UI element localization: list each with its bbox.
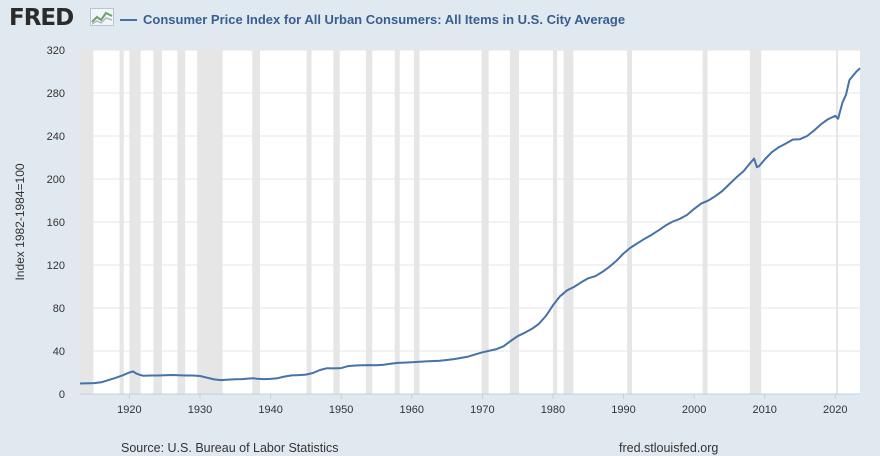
y-tick-label: 280 (47, 88, 65, 100)
legend-swatch (120, 19, 137, 21)
axes: 0 40 80 120 160 200 240 280 320 1920 1930 1940 1950 1… (47, 45, 860, 416)
gridlines (80, 49, 860, 352)
x-tick-label: 1930 (188, 404, 212, 416)
y-tick-label: 320 (47, 45, 65, 57)
x-tick-label: 1980 (541, 404, 565, 416)
x-tick-label: 1990 (611, 404, 635, 416)
y-tick-label: 120 (47, 260, 65, 272)
y-tick-label: 160 (47, 217, 65, 229)
x-tick-label: 2000 (682, 404, 706, 416)
x-tick-label: 1940 (258, 404, 282, 416)
sparkline-icon (90, 8, 114, 26)
source-label: Source: U.S. Bureau of Labor Statistics (121, 441, 339, 455)
x-tick-label: 1960 (400, 404, 424, 416)
x-tick-label: 2020 (823, 404, 847, 416)
y-tick-label: 200 (47, 174, 65, 186)
y-tick-label: 240 (47, 131, 65, 143)
site-link[interactable]: fred.stlouisfed.org (619, 441, 719, 455)
x-tick-label: 2010 (752, 404, 776, 416)
series-line-cpi[interactable] (79, 67, 861, 385)
x-tick-label: 1920 (117, 404, 141, 416)
y-tick-label: 0 (59, 389, 65, 401)
y-tick-label: 40 (53, 346, 65, 358)
y-tick-label: 80 (53, 303, 65, 315)
header: FRED Consumer Price Index for All Urban … (0, 0, 880, 40)
legend-label[interactable]: Consumer Price Index for All Urban Consu… (143, 12, 626, 27)
fred-logo[interactable]: FRED (9, 5, 74, 31)
x-tick-label: 1950 (329, 404, 353, 416)
series (79, 67, 861, 385)
x-tick-label: 1970 (470, 404, 494, 416)
y-axis-title: Index 1982-1984=100 (13, 163, 27, 280)
